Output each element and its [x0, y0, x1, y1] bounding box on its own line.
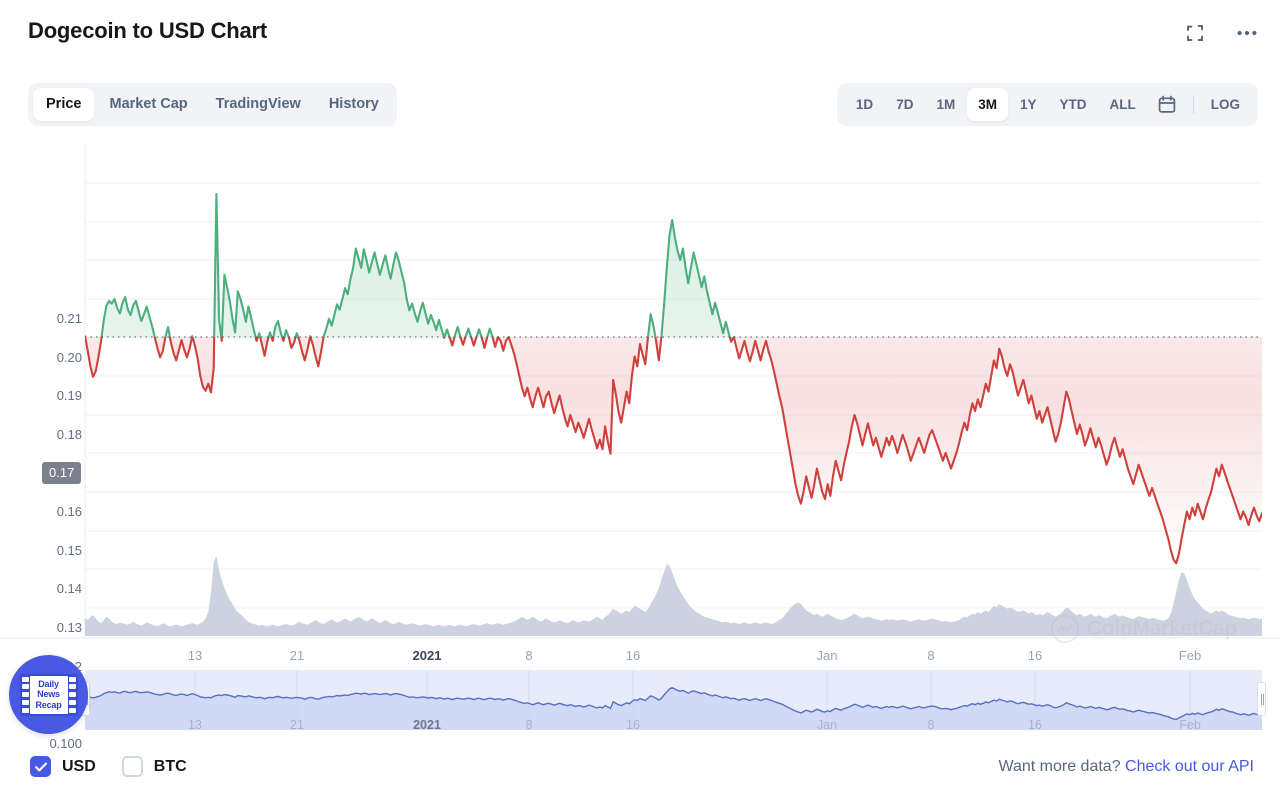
- y-tick-0.16: 0.16: [56, 504, 82, 519]
- daily-news-recap-badge[interactable]: Daily News Recap: [9, 655, 88, 734]
- y-tick-0.14: 0.14: [56, 581, 82, 596]
- x-tick-16-feb: 16: [1027, 648, 1043, 663]
- range-1d[interactable]: 1D: [855, 97, 874, 112]
- nav-tick-jan: Jan: [816, 718, 838, 732]
- y-tick-0.100: 0.100: [49, 736, 82, 751]
- legend-item-btc[interactable]: BTC: [121, 756, 187, 777]
- widget-footer: USD BTC Want more data? Check out our AP…: [0, 746, 1280, 798]
- ellipsis-icon[interactable]: [1234, 20, 1260, 46]
- range-ytd[interactable]: YTD: [1059, 97, 1087, 112]
- time-range-selector: 1D 7D 1M 3M 1Y YTD ALL LOG: [836, 83, 1258, 126]
- y-tick-0.19: 0.19: [56, 388, 82, 403]
- log-scale-toggle[interactable]: LOG: [1210, 97, 1240, 112]
- legend-item-usd[interactable]: USD: [30, 756, 96, 777]
- legend-label-btc: BTC: [153, 757, 187, 775]
- nav-tick-16a: 16: [626, 718, 640, 732]
- range-1y[interactable]: 1Y: [1019, 97, 1037, 112]
- nav-tick-2021: 2021: [413, 718, 441, 732]
- film-strip-icon: Daily News Recap: [19, 673, 78, 716]
- nav-tick-21: 21: [290, 718, 304, 732]
- y-tick-0.21: 0.21: [56, 311, 82, 326]
- y-tick-0.18: 0.18: [56, 427, 82, 442]
- range-7d[interactable]: 7D: [896, 97, 914, 112]
- range-all[interactable]: ALL: [1109, 97, 1136, 112]
- navigator-svg: [84, 670, 1263, 730]
- range-1m[interactable]: 1M: [936, 97, 956, 112]
- x-tick-2021: 2021: [412, 648, 442, 663]
- nav-tick-8b: 8: [927, 718, 935, 732]
- x-tick-8-feb: 8: [927, 648, 935, 663]
- btc-checkbox[interactable]: [121, 756, 143, 777]
- more-data-prompt: Want more data? Check out our API: [998, 758, 1254, 776]
- news-badge-line2: News: [37, 689, 60, 700]
- x-tick-feb: Feb: [1178, 648, 1202, 663]
- y-tick-0.20: 0.20: [56, 350, 82, 365]
- widget-header: Dogecoin to USD Chart: [0, 0, 1280, 64]
- nav-tick-8a: 8: [525, 718, 533, 732]
- tab-tradingview[interactable]: TradingView: [215, 96, 301, 112]
- x-tick-13-dec: 13: [187, 648, 203, 663]
- x-tick-21-dec: 21: [289, 648, 305, 663]
- y-tick-highlight-0.17: 0.17: [42, 462, 82, 484]
- api-link[interactable]: Check out our API: [1125, 758, 1254, 775]
- legend-label-usd: USD: [62, 757, 96, 775]
- price-chart[interactable]: 0.21 0.20 0.19 0.18 0.17 0.16 0.15 0.14 …: [0, 136, 1280, 751]
- range-navigator[interactable]: 13 21 2021 8 16 Jan 8 16 Feb: [81, 670, 1266, 732]
- x-tick-16-jan: 16: [625, 648, 641, 663]
- fullscreen-icon[interactable]: [1182, 20, 1208, 46]
- nav-tick-13: 13: [188, 718, 202, 732]
- navigator-handle-right[interactable]: [1257, 682, 1266, 716]
- header-actions: [1182, 20, 1260, 46]
- y-tick-0.13: 0.13: [56, 620, 82, 635]
- y-tick-0.15: 0.15: [56, 543, 82, 558]
- nav-tick-16b: 16: [1028, 718, 1042, 732]
- news-badge-line3: Recap: [35, 699, 62, 710]
- news-badge-line1: Daily: [38, 678, 59, 689]
- usd-checkbox[interactable]: [30, 756, 51, 777]
- calendar-icon[interactable]: [1148, 90, 1186, 119]
- page-title: Dogecoin to USD Chart: [28, 18, 268, 43]
- range-divider: [1192, 95, 1194, 114]
- x-tick-8-jan: 8: [525, 648, 533, 663]
- tab-history[interactable]: History: [328, 96, 379, 112]
- more-data-text: Want more data?: [998, 758, 1126, 775]
- nav-tick-feb: Feb: [1179, 718, 1201, 732]
- tab-market-cap[interactable]: Market Cap: [109, 96, 188, 112]
- tab-price[interactable]: Price: [33, 88, 95, 121]
- x-tick-jan: Jan: [816, 648, 838, 663]
- currency-legend: USD BTC: [30, 756, 187, 777]
- range-3m[interactable]: 3M: [967, 88, 1008, 121]
- price-chart-svg: [0, 144, 1280, 639]
- chart-view-tabs: Price Market Cap TradingView History: [28, 83, 397, 126]
